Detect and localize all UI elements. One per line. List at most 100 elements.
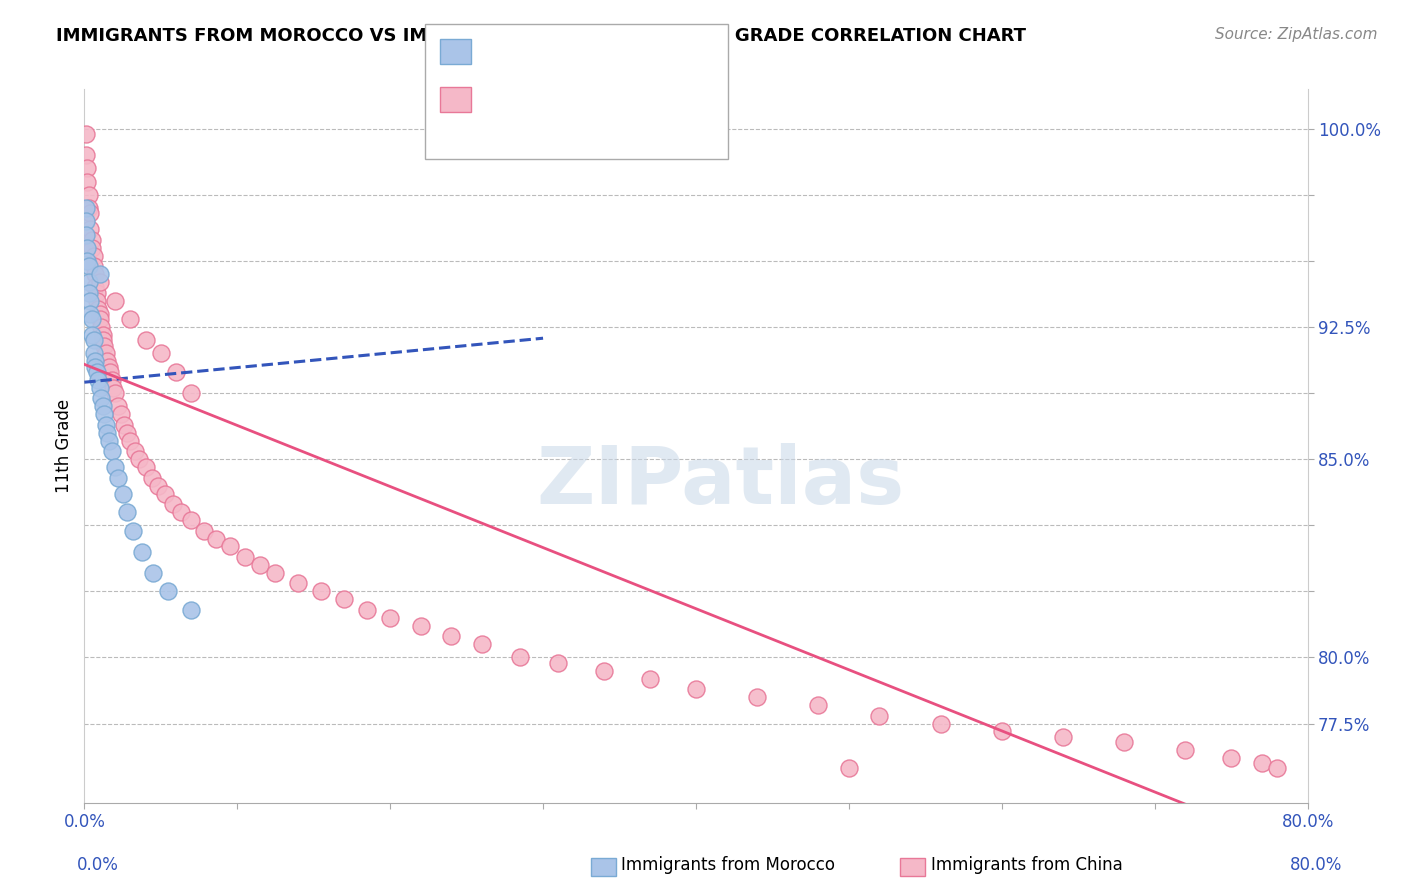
Point [115,505,138,519]
Point [94,346,117,360]
Point [869,708,891,723]
Point [80,233,103,247]
Text: 83: 83 [628,90,654,108]
Point [84,267,107,281]
Point [155,486,177,500]
Point [80,328,103,343]
Point [929,716,952,731]
Point [89,267,111,281]
Point [264,566,287,580]
Y-axis label: 11th Grade: 11th Grade [55,399,73,493]
Point [76,241,98,255]
Point [84,280,107,294]
Point [104,293,127,308]
Point [593,664,616,678]
Point [131,545,153,559]
Point [1250,756,1272,771]
Text: -0.179: -0.179 [527,90,592,108]
Text: 80.0%: 80.0% [1291,856,1343,874]
Point [991,724,1014,739]
Point [94,417,117,432]
Point [141,471,163,485]
Point [83,333,105,347]
Text: Source: ZipAtlas.com: Source: ZipAtlas.com [1215,27,1378,42]
Point [333,592,356,607]
Text: N =: N = [586,90,626,108]
Point [170,505,193,519]
Point [75,148,97,162]
Point [1052,730,1074,744]
Point [124,444,146,458]
Point [180,386,202,401]
Point [80,312,103,326]
Point [149,346,172,360]
Point [135,460,157,475]
Point [80,241,103,255]
Text: ZIPatlas: ZIPatlas [536,442,904,521]
Point [104,386,127,401]
Point [107,471,129,485]
Point [1265,761,1288,775]
Text: 37: 37 [628,43,654,61]
Point [180,513,202,527]
Point [87,301,110,316]
Point [89,275,111,289]
Point [89,381,111,395]
Point [685,682,707,697]
Point [471,637,494,651]
Point [96,354,118,368]
Point [83,249,105,263]
Point [112,417,135,432]
Text: N =: N = [586,43,626,61]
Point [233,549,256,564]
Point [111,486,134,500]
Point [162,497,184,511]
Point [165,365,187,379]
Point [807,698,830,712]
Point [502,121,524,136]
Point [193,524,215,538]
Point [75,127,97,141]
Point [638,672,661,686]
Point [76,254,98,268]
Point [380,611,402,625]
Text: 0.296: 0.296 [527,43,583,61]
Point [89,307,111,321]
Point [98,365,121,379]
Point [76,161,98,176]
Point [93,338,115,352]
Point [83,346,105,360]
Point [96,425,118,440]
Text: R =: R = [485,90,524,108]
Point [409,618,432,632]
Point [311,584,333,599]
Point [146,478,169,492]
Point [84,359,107,374]
Point [79,206,101,220]
Point [83,260,105,274]
Point [76,175,98,189]
Text: IMMIGRANTS FROM MOROCCO VS IMMIGRANTS FROM CHINA 11TH GRADE CORRELATION CHART: IMMIGRANTS FROM MOROCCO VS IMMIGRANTS FR… [56,27,1026,45]
Point [110,407,132,421]
Point [77,201,100,215]
Point [97,434,120,448]
Text: R =: R = [485,43,524,61]
Point [838,761,860,775]
Point [440,629,463,643]
Point [75,201,97,215]
Point [1114,735,1136,749]
Point [86,285,108,300]
Point [77,285,100,300]
Point [218,540,240,554]
Point [356,603,378,617]
Point [90,392,112,406]
Point [93,407,115,421]
Point [120,312,142,326]
Point [115,425,138,440]
Point [79,222,101,236]
Point [120,434,142,448]
Point [87,373,110,387]
Point [128,452,150,467]
Point [101,373,124,387]
Point [86,365,108,379]
